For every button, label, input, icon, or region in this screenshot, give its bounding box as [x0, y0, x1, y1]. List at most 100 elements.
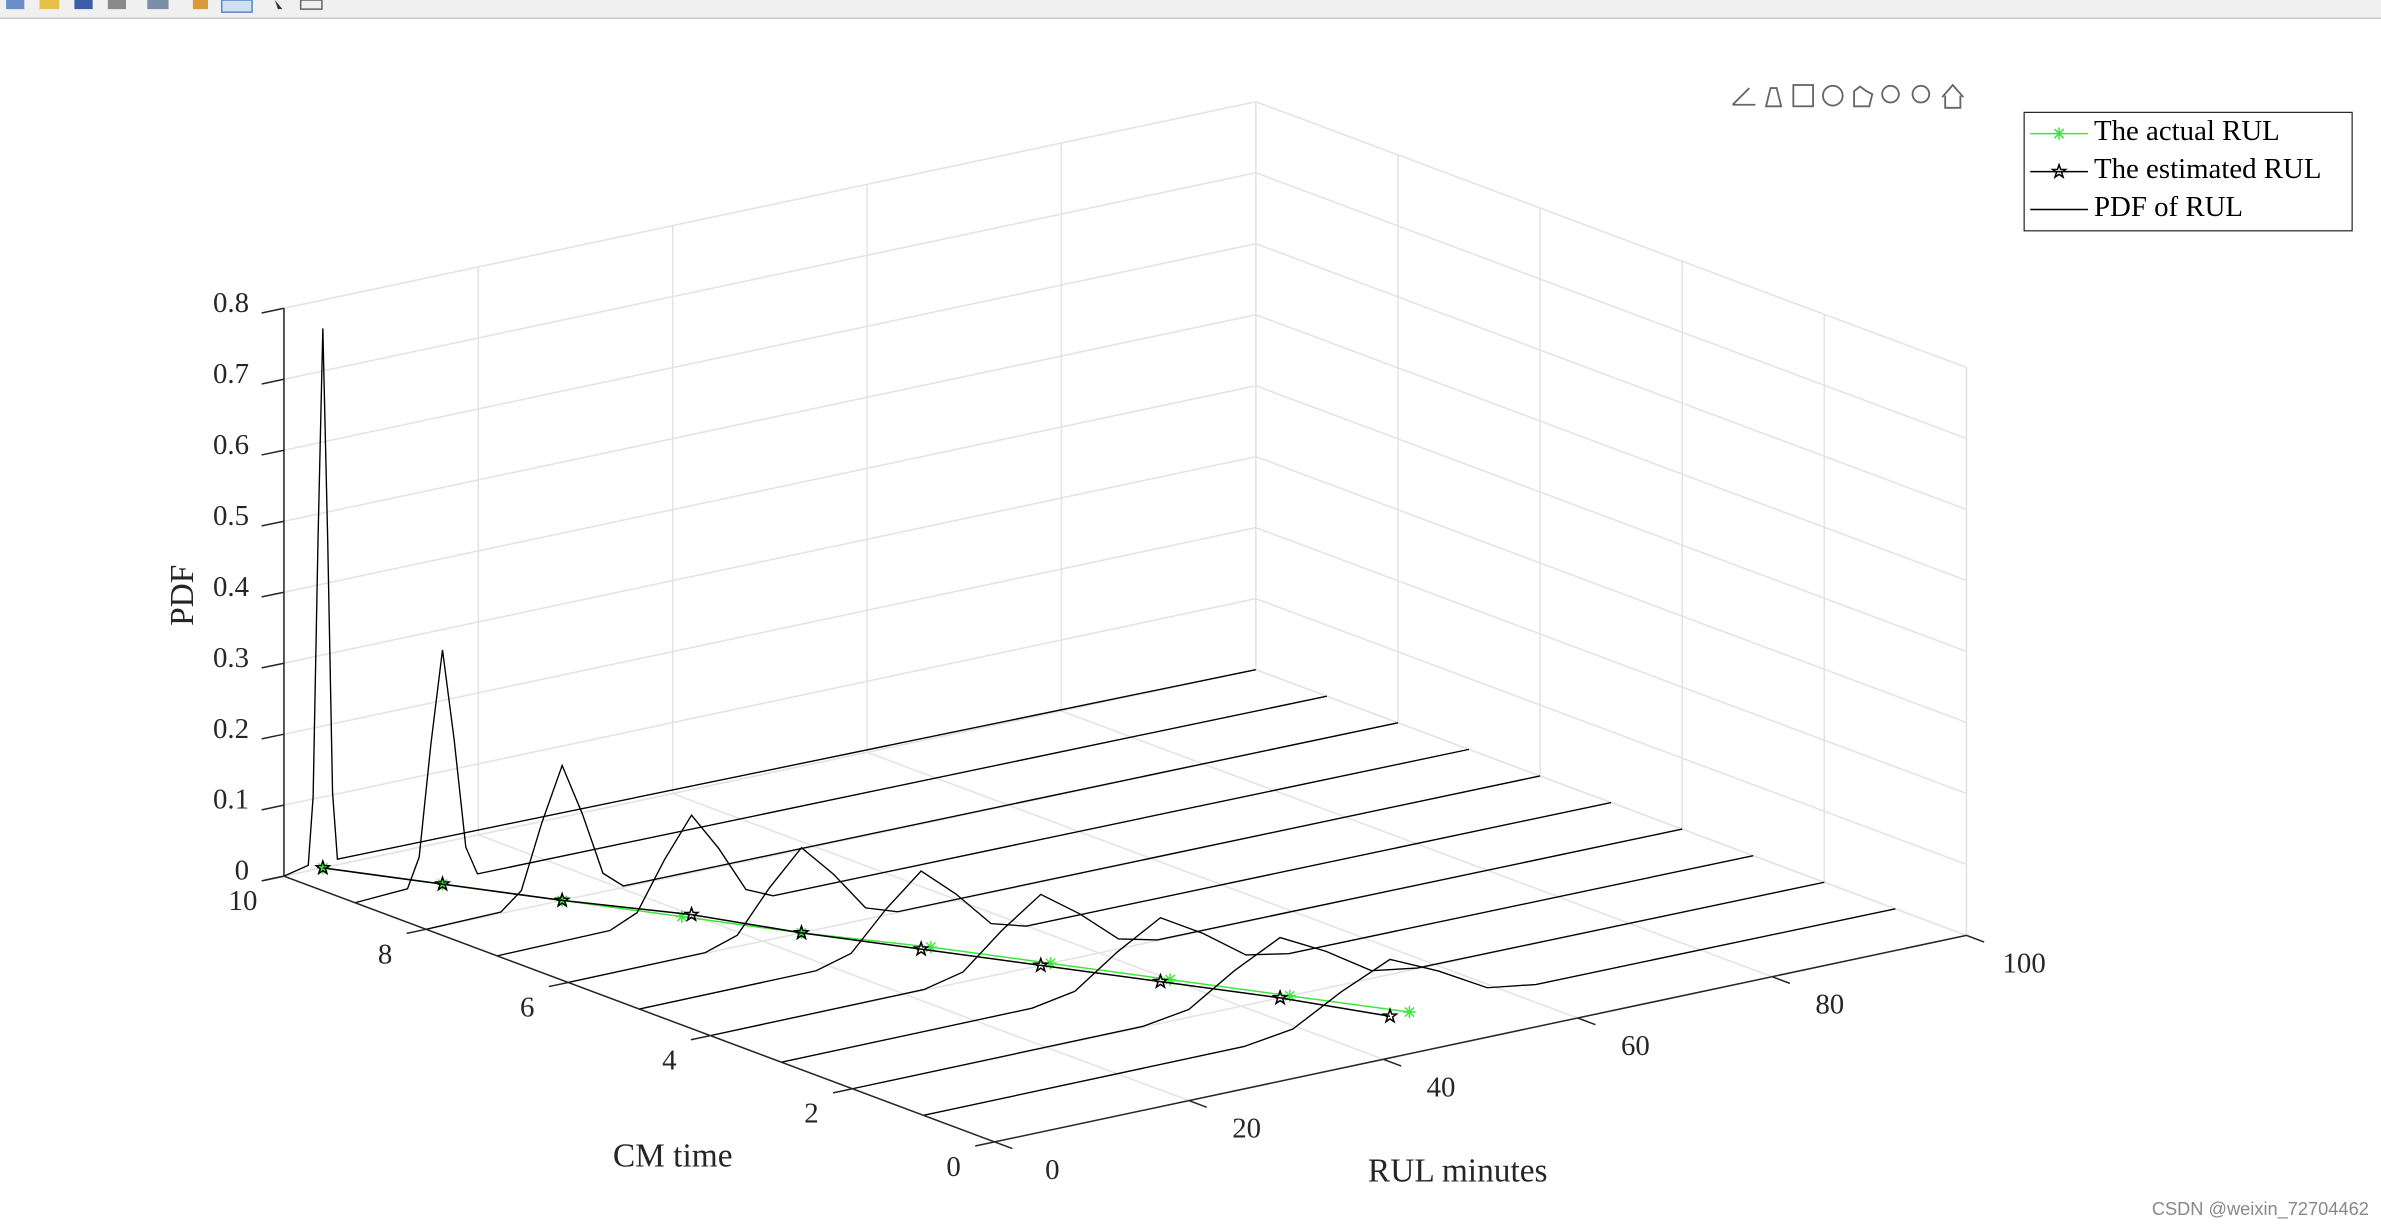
- pdf-curve: [781, 854, 1754, 1063]
- y-tick: [832, 1088, 853, 1094]
- icon-link[interactable]: [147, 0, 169, 10]
- grid: [283, 100, 1968, 1143]
- icon-save[interactable]: [74, 0, 93, 10]
- marker: [314, 858, 332, 876]
- toolbar: [0, 0, 2381, 19]
- legend-label: PDF of RUL: [2094, 191, 2243, 223]
- marker: [682, 905, 701, 922]
- grid-line: [1255, 313, 1967, 582]
- pdf-curve: [568, 775, 1541, 984]
- pdf-curve: [497, 748, 1470, 957]
- x-axis-label: RUL minutes: [1368, 1152, 1548, 1189]
- marker: [553, 891, 571, 908]
- icon-zoom-in[interactable]: [1881, 84, 1900, 104]
- icon-zoom-out[interactable]: [1911, 84, 1931, 104]
- y-tick-label: 8: [378, 938, 392, 970]
- z-tick: [261, 378, 285, 385]
- y-tick-label: 10: [229, 885, 258, 917]
- legend: The actual RUL The estimated RUL PDF of RU…: [2023, 111, 2353, 232]
- grid-line: [283, 242, 1256, 451]
- grid-line: [478, 834, 1190, 1102]
- y-tick-label: 4: [662, 1045, 676, 1077]
- icon-colorbar[interactable]: [192, 0, 209, 10]
- icon-pan[interactable]: [1853, 85, 1874, 108]
- grid-line: [283, 668, 1256, 877]
- x-tick-label: 60: [1621, 1030, 1650, 1062]
- icon-home[interactable]: [1941, 83, 1965, 109]
- icon-rotate[interactable]: [1822, 84, 1844, 107]
- pdf-curve: [852, 881, 1825, 1090]
- grid-line: [1255, 243, 1967, 511]
- pdf-curve: [425, 722, 1399, 930]
- z-tick: [261, 307, 285, 314]
- x-tick-label: 20: [1232, 1113, 1261, 1145]
- icon-export[interactable]: [1792, 84, 1814, 108]
- x-tick: [1383, 1058, 1402, 1067]
- y-tick: [264, 875, 285, 882]
- z-tick: [261, 804, 285, 811]
- icon-open[interactable]: [39, 0, 60, 10]
- z-tick: [261, 520, 285, 527]
- marker: [2053, 127, 2066, 140]
- marker: [792, 923, 811, 941]
- marker: [433, 875, 452, 892]
- z-tick-label: 0.8: [213, 287, 249, 319]
- y-tick: [690, 1034, 711, 1041]
- icon-print[interactable]: [107, 0, 127, 10]
- grid-line: [1255, 455, 1967, 724]
- grid-line: [1255, 384, 1967, 653]
- grid-line: [283, 526, 1256, 735]
- pdf-curve: [639, 801, 1612, 1010]
- z-tick-label: 0: [235, 855, 249, 887]
- z-tick: [261, 733, 285, 740]
- plot-area: [283, 328, 1896, 1116]
- z-tick-label: 0.3: [213, 642, 249, 674]
- y-tick-label: 0: [946, 1151, 960, 1183]
- icon-pointer[interactable]: [274, 0, 283, 10]
- icon-new[interactable]: [6, 0, 25, 10]
- z-tick-label: 0.7: [213, 358, 249, 390]
- marker: [1403, 1005, 1416, 1019]
- grid-line: [672, 792, 1384, 1061]
- marker: [2050, 162, 2068, 179]
- marker: [1381, 1007, 1399, 1024]
- icon-legend[interactable]: [220, 0, 253, 13]
- x-tick-label: 80: [1815, 989, 1844, 1021]
- x-tick-label: 100: [2003, 947, 2046, 979]
- pdf-curve: [710, 828, 1683, 1037]
- figure-toolbar-icons: [6, 0, 323, 13]
- x-tick: [1771, 975, 1791, 985]
- grid-line: [283, 384, 1256, 593]
- y-tick-label: 6: [520, 991, 534, 1023]
- y-axis-label: CM time: [613, 1137, 733, 1174]
- grid-line: [283, 171, 1256, 380]
- z-tick-label: 0.2: [213, 713, 249, 745]
- marker: [912, 940, 930, 957]
- z-tick: [261, 662, 285, 669]
- grid-line: [1255, 526, 1967, 795]
- x-axis-line: [994, 934, 1967, 1143]
- marker: [1151, 972, 1170, 990]
- grid-line: [283, 455, 1256, 664]
- watermark: CSDN @weixin_72704462: [2152, 1199, 2369, 1220]
- icon-datatip[interactable]: [1764, 87, 1783, 108]
- x-tick: [1577, 1017, 1596, 1026]
- x-tick: [994, 1141, 1013, 1150]
- z-tick-label: 0.5: [213, 500, 249, 532]
- icon-brush[interactable]: [1731, 87, 1756, 106]
- marker: [1283, 989, 1296, 1002]
- icon-edit[interactable]: [299, 0, 323, 10]
- grid-line: [1255, 172, 1967, 440]
- marker: [1271, 988, 1289, 1006]
- pdf-curve: [923, 908, 1896, 1116]
- grid-line: [283, 597, 1256, 806]
- z-tick: [261, 591, 285, 598]
- legend-label: The actual RUL: [2094, 115, 2280, 147]
- y-tick: [975, 1141, 995, 1147]
- x-tick-label: 0: [1045, 1154, 1059, 1186]
- x-tick-label: 40: [1427, 1071, 1456, 1103]
- rul-line: [322, 867, 1391, 1017]
- marker: [1044, 957, 1057, 970]
- y-tick-label: 2: [804, 1098, 818, 1130]
- marker: [924, 941, 937, 954]
